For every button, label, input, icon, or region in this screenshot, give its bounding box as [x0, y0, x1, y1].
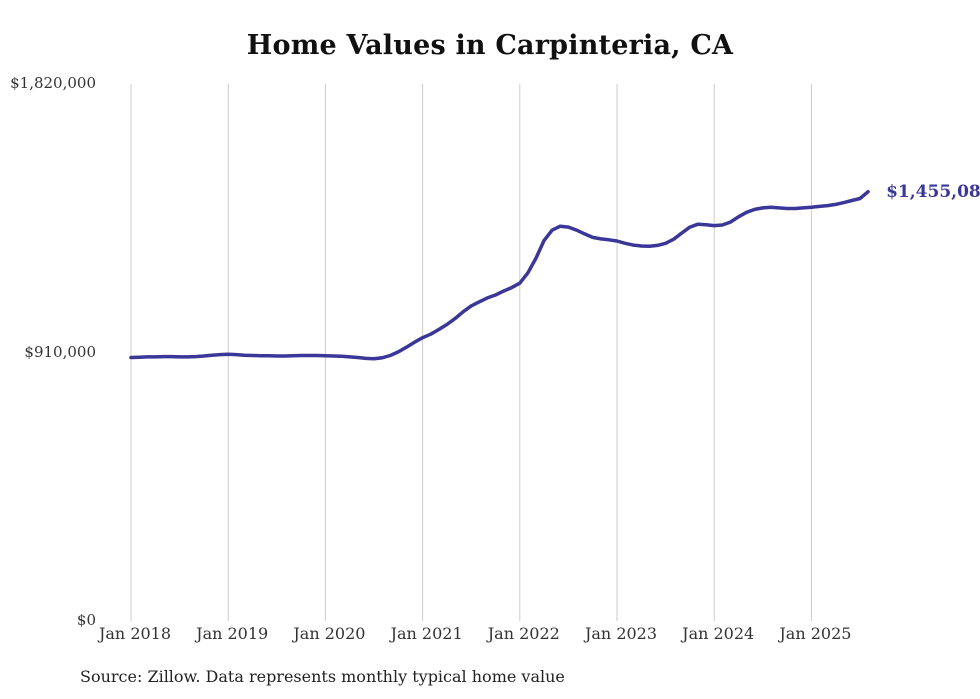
x-axis-label: Jan 2020 [293, 624, 366, 643]
x-axis-label: Jan 2024 [682, 624, 755, 643]
y-axis-label: $0 [76, 611, 96, 629]
last-value-label: $1,455,083 [886, 181, 980, 202]
x-axis-label: Jan 2022 [487, 624, 560, 643]
x-axis-label: Jan 2025 [779, 624, 852, 643]
home-value-line [129, 189, 870, 361]
x-axis-label: Jan 2021 [390, 624, 463, 643]
x-axis-label: Jan 2018 [98, 624, 172, 643]
x-axis-label: Jan 2023 [584, 624, 658, 643]
source-note: Source: Zillow. Data represents monthly … [80, 667, 565, 686]
x-axis-label: Jan 2019 [196, 624, 269, 643]
y-axis-label: $910,000 [24, 342, 96, 361]
chart-title: Home Values in Carpinteria, CA [246, 30, 734, 61]
y-axis-label: $1,820,000 [10, 74, 96, 92]
